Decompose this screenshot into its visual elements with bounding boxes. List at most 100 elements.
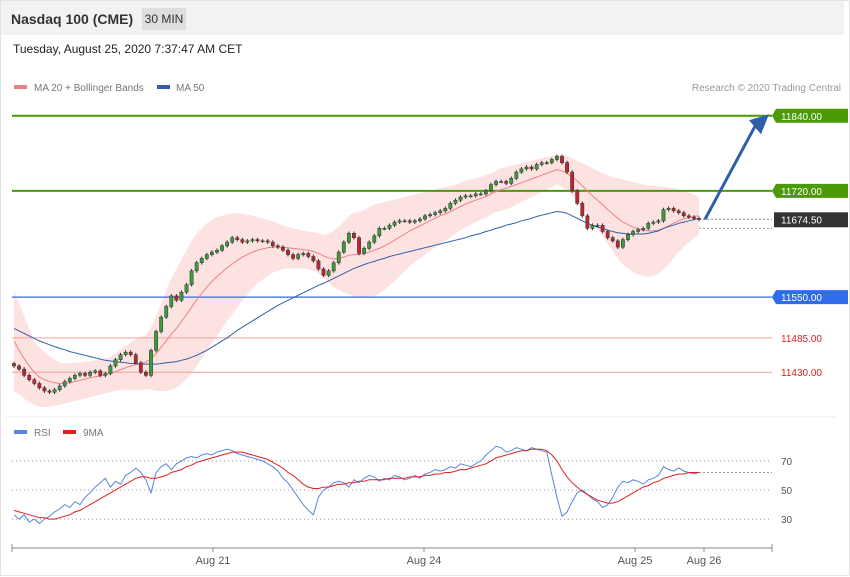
ma20-legend-swatch <box>14 85 27 89</box>
candle-body <box>661 209 666 222</box>
candle-body <box>651 221 656 224</box>
candle-body <box>62 381 67 387</box>
candle-body <box>626 234 630 240</box>
minor-level-label: 11485.00 <box>781 334 822 345</box>
candle-body <box>138 362 143 373</box>
candle-body <box>524 166 529 170</box>
bollinger-band-area <box>14 154 699 408</box>
candle-body <box>336 251 341 264</box>
candle-body <box>225 241 230 247</box>
candle-body <box>463 195 468 198</box>
candle-body <box>17 365 21 370</box>
candle-body <box>78 373 82 376</box>
candle-body <box>316 260 321 270</box>
moving-averages <box>13 169 700 384</box>
rsi-level-label: 30 <box>781 515 793 526</box>
candle-body <box>215 249 219 253</box>
candle-body <box>443 208 448 212</box>
candle-body <box>407 220 412 223</box>
candle-body <box>499 181 504 183</box>
candle-body <box>692 216 696 219</box>
candle-body <box>245 240 250 243</box>
candle-body <box>595 224 600 227</box>
candle-body <box>666 208 671 210</box>
candle-body <box>321 268 326 276</box>
candle-body <box>570 171 575 192</box>
candle-body <box>631 231 635 235</box>
candle-body <box>281 246 285 251</box>
x-tick-label: Aug 21 <box>196 555 231 567</box>
candle-body <box>615 240 620 248</box>
candle-body <box>220 245 224 251</box>
current-price-label: 11674.50 <box>781 215 822 226</box>
candle-body <box>453 199 458 204</box>
candle-body <box>37 383 42 389</box>
candle-body <box>22 368 27 376</box>
credit-text: Research © 2020 Trading Central <box>692 83 841 94</box>
timeframe-badge[interactable]: 30 MIN <box>142 8 186 30</box>
candle-body <box>103 373 108 376</box>
candle-body <box>489 184 493 192</box>
ma9-legend-swatch <box>63 430 76 434</box>
candle-body <box>194 262 199 272</box>
candle-body <box>164 306 169 318</box>
candle-body <box>483 190 488 195</box>
candle-body <box>397 220 402 223</box>
candle-body <box>671 208 676 212</box>
candle-body <box>113 359 118 367</box>
candle-body <box>697 218 701 220</box>
candle-body <box>362 248 367 254</box>
candle-body <box>382 228 387 230</box>
level-labels: 11840.00 11720.00 11674.50 11550.00 11485.00… <box>772 108 848 379</box>
candle-body <box>423 215 427 220</box>
candle-body <box>544 162 549 164</box>
candle-body <box>240 239 245 243</box>
x-axis-ticks: Aug 21 Aug 24 Aug 25 Aug 26 <box>11 544 773 567</box>
candles <box>12 154 701 395</box>
candle-body <box>235 237 240 240</box>
rsi-legend-swatch <box>14 430 27 434</box>
rsi-level-label: 70 <box>781 457 793 468</box>
candle-body <box>179 291 184 301</box>
candle-body <box>159 316 164 332</box>
timestamp: Tuesday, August 25, 2020 7:37:47 AM CET <box>13 42 243 56</box>
candle-body <box>184 284 189 293</box>
candle-body <box>352 233 356 238</box>
candle-body <box>346 233 351 243</box>
candle-body <box>311 256 316 262</box>
rsi-level-label: 50 <box>781 486 793 497</box>
candle-body <box>52 389 57 393</box>
candle-body <box>418 218 422 222</box>
candle-body <box>433 212 438 215</box>
candle-body <box>377 228 382 237</box>
rsi-line <box>13 445 700 525</box>
candle-body <box>265 240 270 243</box>
candle-body <box>72 375 77 379</box>
candle-body <box>47 390 52 393</box>
x-tick-label: Aug 26 <box>687 555 722 567</box>
rsi-legend-label: RSI <box>34 428 51 439</box>
candle-body <box>514 171 519 179</box>
ma50-legend-swatch <box>157 85 170 89</box>
resistance-level-tag <box>772 108 848 123</box>
candle-body <box>42 387 47 392</box>
candle-body <box>428 214 432 217</box>
candle-body <box>605 231 610 238</box>
ma20-legend-label: MA 20 + Bollinger Bands <box>34 83 144 94</box>
candle-body <box>600 224 605 232</box>
candle-body <box>154 331 158 351</box>
candle-body <box>250 239 255 242</box>
bollinger-bands <box>14 154 699 408</box>
candle-body <box>12 363 16 367</box>
candle-body <box>412 220 417 223</box>
candle-body <box>199 258 204 264</box>
ma20-line <box>13 169 700 384</box>
candle-body <box>83 373 87 376</box>
candle-body <box>118 354 123 360</box>
candle-body <box>676 210 681 213</box>
candle-body <box>555 156 559 160</box>
candle-body <box>478 193 483 196</box>
candle-body <box>189 270 194 285</box>
candle-body <box>306 253 311 257</box>
